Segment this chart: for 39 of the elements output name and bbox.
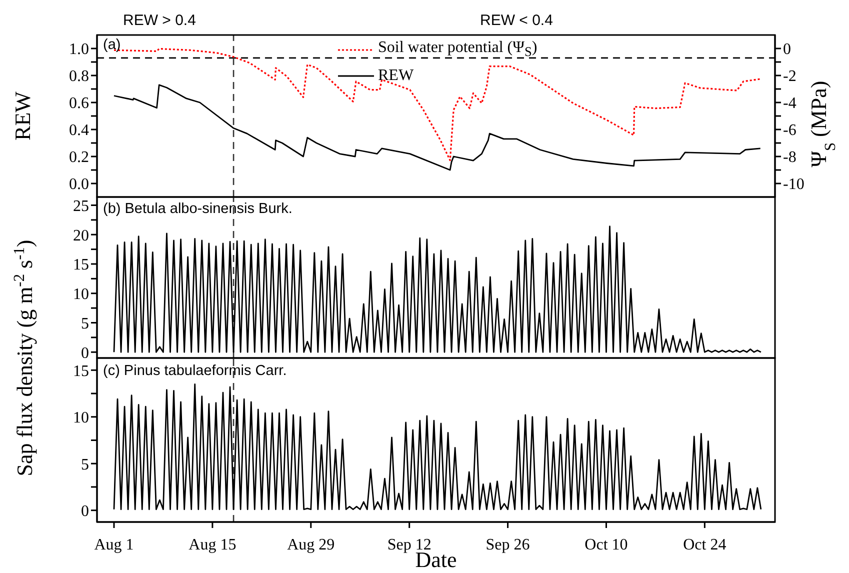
y-tick-label: 25	[73, 198, 89, 215]
y-tick-label: 0	[81, 344, 89, 362]
y-tick-label: 15	[73, 362, 89, 380]
y-tick-label: 1.0	[69, 41, 89, 58]
line-series	[113, 226, 762, 353]
x-tick-label: Aug 15	[188, 536, 236, 554]
y-tick-label: 0.0	[69, 176, 89, 194]
line-series	[113, 383, 762, 510]
x-tick-label: Oct 10	[584, 536, 628, 554]
y-tick-label: 0.2	[69, 149, 89, 166]
text: REW < 0.4	[480, 12, 553, 29]
y-tick-label: 0	[81, 503, 89, 520]
y-tick-label: 10	[73, 410, 89, 427]
y-tick-label: 5	[81, 456, 89, 474]
x-tick-label: Aug 1	[94, 536, 134, 554]
x-tick-label: Aug 29	[287, 536, 335, 554]
y2-tick-label: -10	[783, 176, 804, 194]
text: REW > 0.4	[123, 12, 196, 29]
legend-label: Soil water potential (Ψ$_{S}$)	[378, 38, 538, 62]
y-tick-label: 20	[73, 227, 89, 244]
y-tick-label: 0.6	[69, 95, 89, 112]
x-tick-label: Oct 24	[683, 536, 726, 554]
x-tick-label: Sep 12	[387, 536, 432, 554]
annotation: (a)	[103, 37, 121, 53]
y-tick-label: 0.8	[69, 68, 89, 86]
y2-tick-label: -2	[783, 68, 796, 86]
y2-tick-label: -4	[783, 95, 796, 112]
annotation: (c) Pinus tabulaeformis Carr.	[103, 363, 287, 379]
y2-tick-label: -8	[783, 149, 796, 166]
annotation: (b) Betula albo-sinensis Burk.	[103, 201, 292, 217]
y2-tick-label: -6	[783, 122, 796, 140]
y-tick-label: 0.4	[69, 122, 89, 140]
y2-tick-label: 0	[783, 41, 791, 58]
y-tick-label: 10	[73, 286, 89, 304]
legend-label: REW	[378, 66, 414, 86]
y-axis-title: REW	[10, 91, 35, 140]
y-tick-label: 5	[81, 315, 89, 332]
y-tick-label: 15	[73, 256, 89, 274]
x-tick-label: Sep 26	[486, 536, 530, 554]
